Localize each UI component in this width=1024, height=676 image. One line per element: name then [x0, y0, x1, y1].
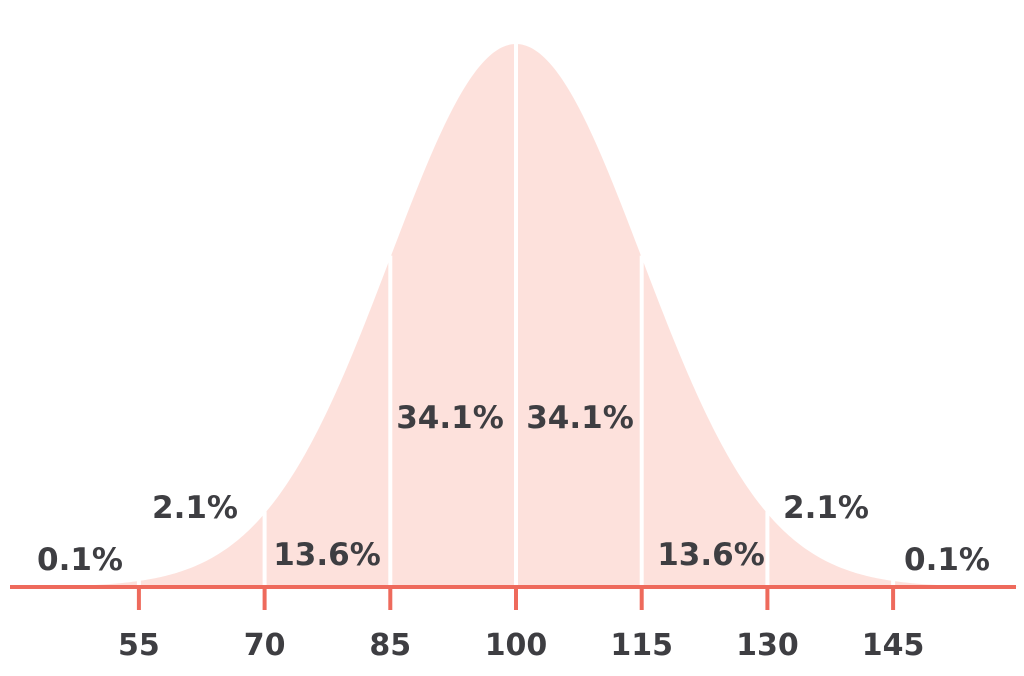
band-label-2: 13.6%: [273, 537, 381, 573]
x-tick-label-100: 100: [485, 628, 548, 663]
band-label-7: 0.1%: [904, 542, 990, 578]
band-label-1: 2.1%: [152, 490, 238, 526]
band-area-2: [264, 257, 391, 587]
band-label-4: 34.1%: [526, 400, 634, 436]
x-tick-label-70: 70: [244, 628, 286, 663]
x-tick-label-85: 85: [369, 628, 411, 663]
band-area-5: [641, 257, 768, 587]
band-area-6: [767, 513, 894, 587]
band-area-3: [390, 44, 516, 587]
x-tick-label-145: 145: [862, 628, 925, 663]
x-tick-label-115: 115: [610, 628, 673, 663]
band-label-6: 2.1%: [783, 490, 869, 526]
band-area-1: [138, 513, 265, 587]
x-tick-label-130: 130: [736, 628, 799, 663]
band-label-0: 0.1%: [37, 542, 123, 578]
x-tick-label-55: 55: [118, 628, 160, 663]
band-label-3: 34.1%: [396, 400, 504, 436]
band-area-4: [516, 44, 642, 587]
band-label-5: 13.6%: [657, 537, 765, 573]
